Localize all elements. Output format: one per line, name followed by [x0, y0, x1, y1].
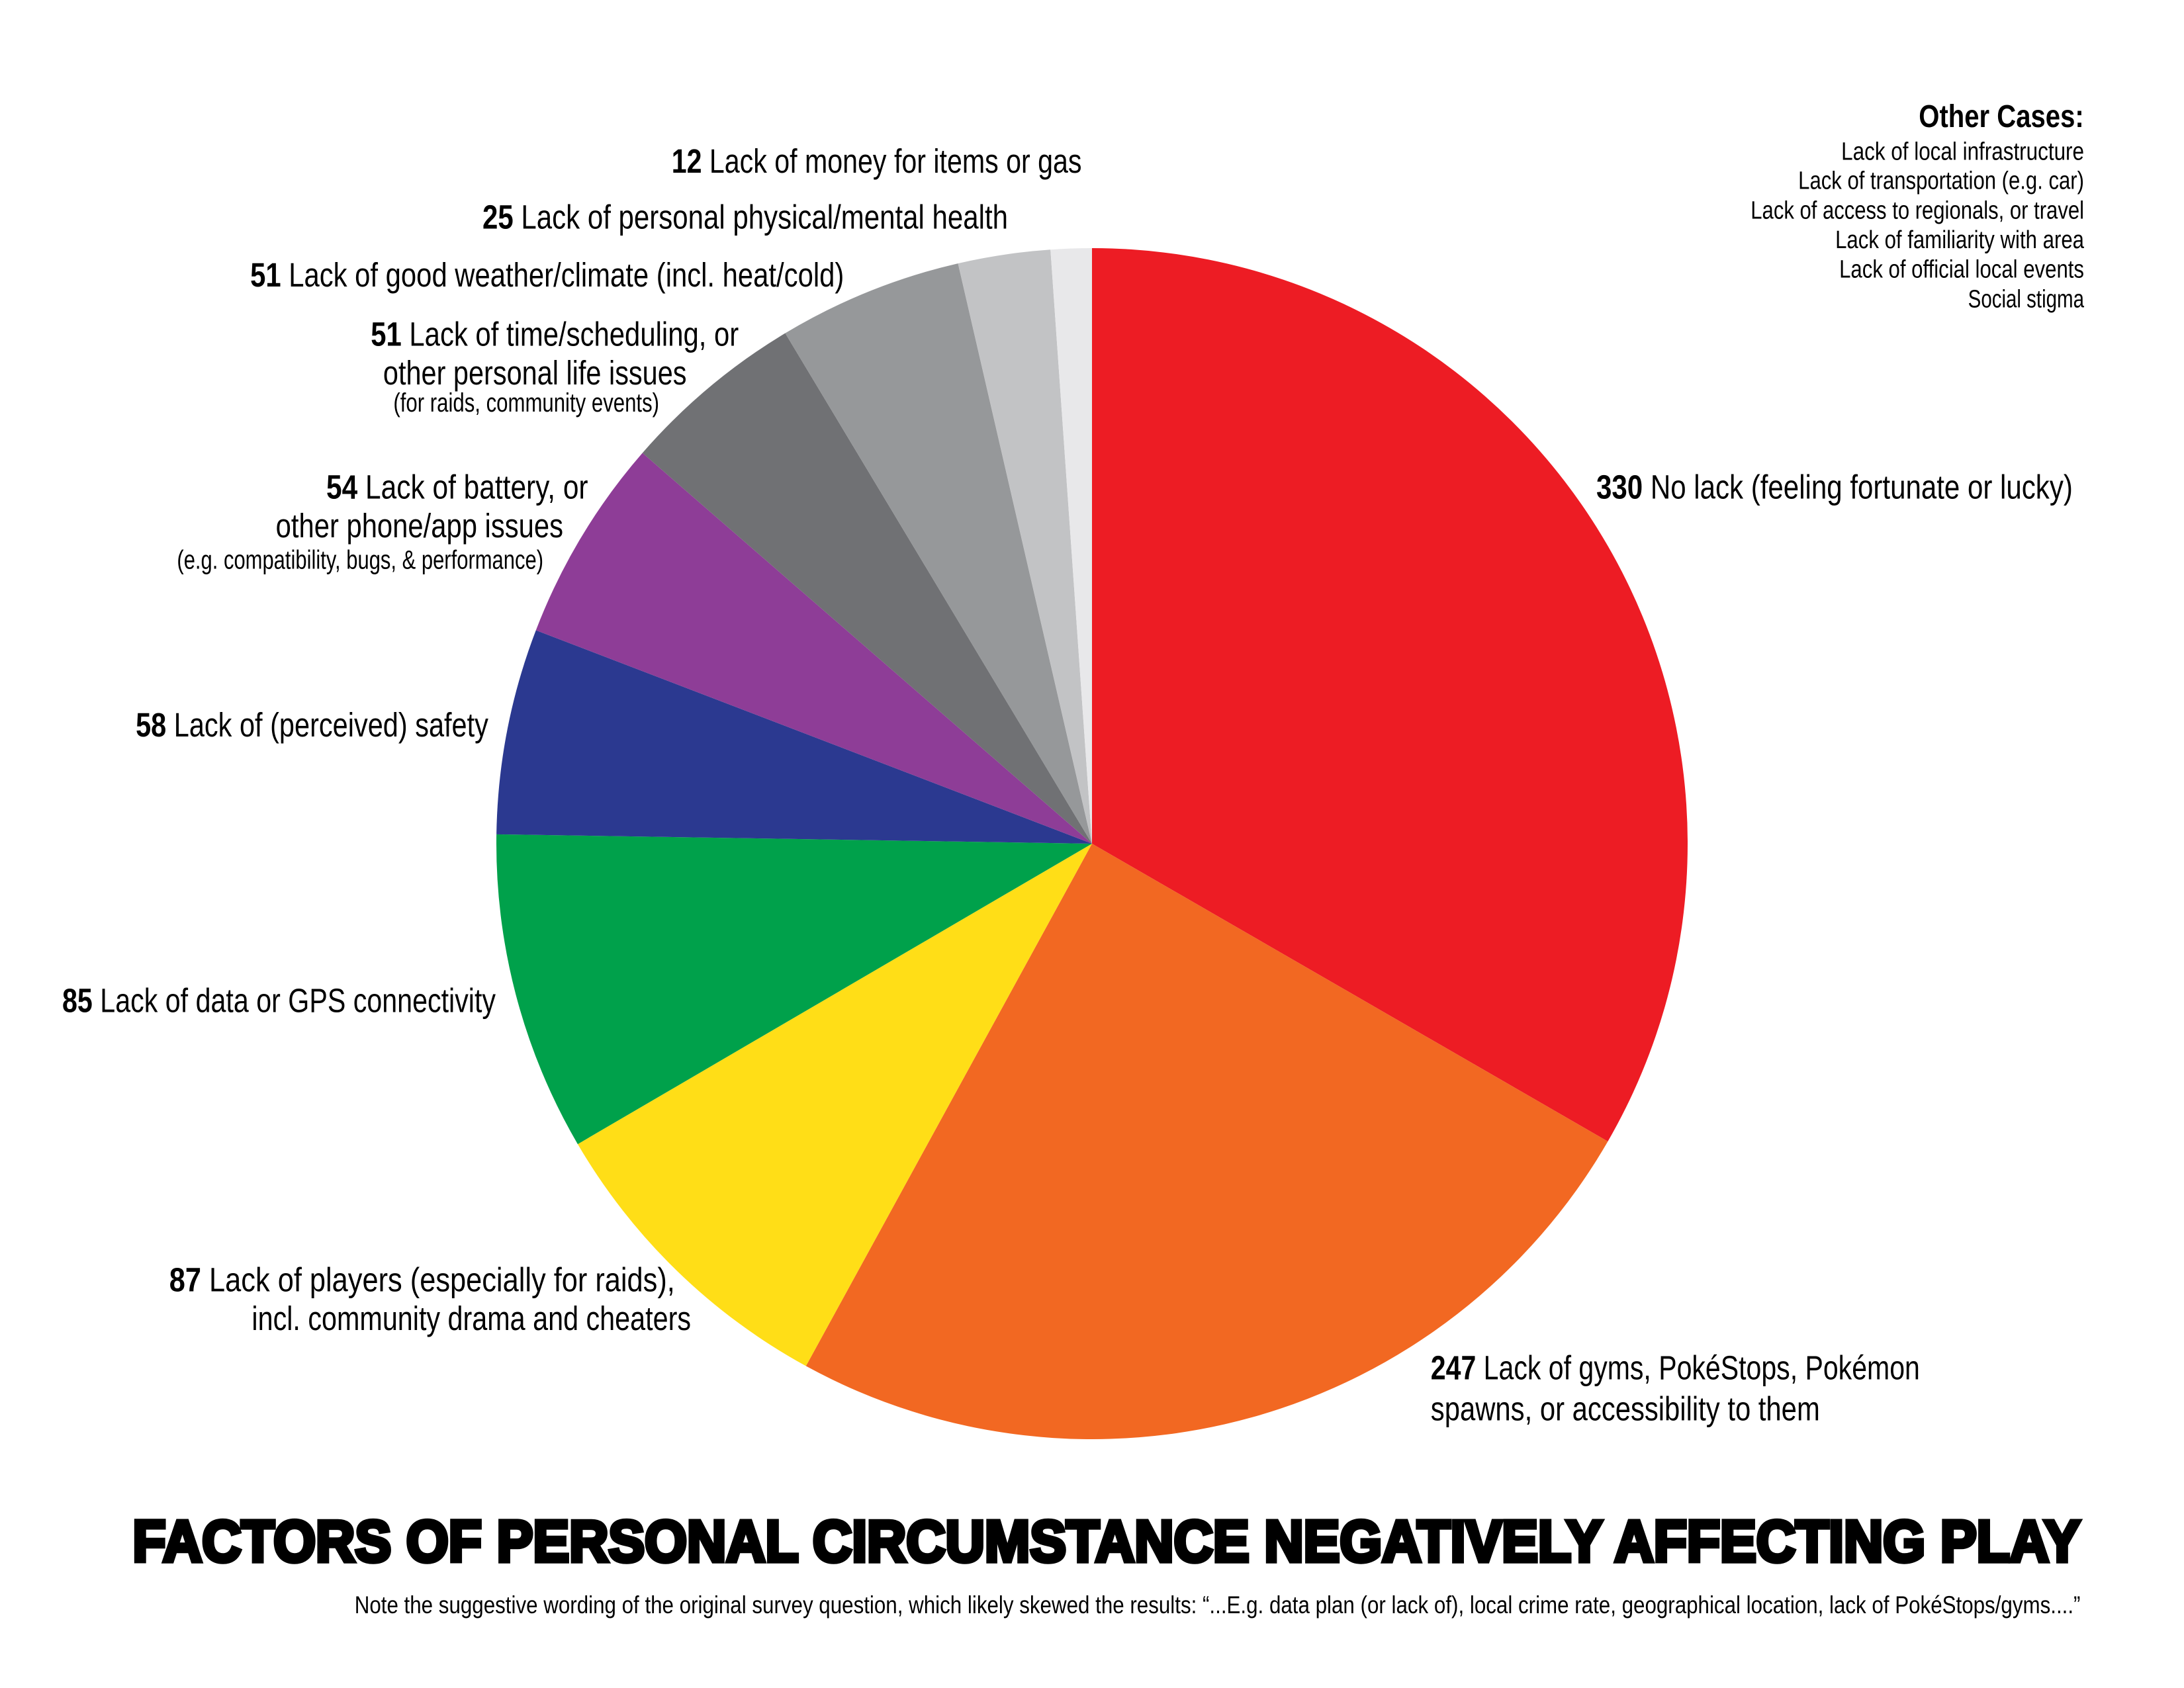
svg-text:other personal life issues: other personal life issues — [383, 354, 687, 392]
svg-text:54 Lack of battery, or: 54 Lack of battery, or — [326, 468, 588, 506]
svg-text:Other Cases:: Other Cases: — [1919, 99, 2083, 134]
svg-text:Lack of local infrastructure: Lack of local infrastructure — [1841, 138, 2084, 165]
svg-text:Social stigma: Social stigma — [1968, 285, 2084, 313]
svg-text:Lack of access to regionals, o: Lack of access to regionals, or travel — [1751, 197, 2084, 224]
svg-text:330 No lack (feeling fortunate: 330 No lack (feeling fortunate or lucky) — [1596, 468, 2073, 506]
svg-text:Lack of transportation (e.g. c: Lack of transportation (e.g. car) — [1798, 167, 2084, 195]
svg-text:Note the suggestive wording of: Note the suggestive wording of the origi… — [355, 1592, 2081, 1619]
svg-text:51 Lack of time/scheduling, or: 51 Lack of time/scheduling, or — [371, 315, 739, 353]
svg-text:incl. community drama and chea: incl. community drama and cheaters — [251, 1300, 691, 1337]
svg-text:(for raids, community events): (for raids, community events) — [393, 388, 659, 418]
svg-text:other phone/app issues: other phone/app issues — [276, 507, 563, 545]
svg-text:25 Lack of personal physical/m: 25 Lack of personal physical/mental heal… — [482, 199, 1008, 236]
svg-text:FACTORS OF PERSONAL CIRCUMSTAN: FACTORS OF PERSONAL CIRCUMSTANCE NEGATIV… — [132, 1509, 2080, 1574]
svg-text:87 Lack of players (especially: 87 Lack of players (especially for raids… — [169, 1261, 675, 1299]
svg-text:12 Lack of money for items or: 12 Lack of money for items or gas — [672, 142, 1082, 180]
svg-text:Lack of official local events: Lack of official local events — [1839, 256, 2084, 284]
svg-text:247 Lack of gyms, PokéStops, P: 247 Lack of gyms, PokéStops, Pokémon — [1431, 1349, 1920, 1386]
svg-text:Lack of familiarity with area: Lack of familiarity with area — [1835, 226, 2085, 254]
svg-text:(e.g. compatibility, bugs, & p: (e.g. compatibility, bugs, & performance… — [177, 545, 543, 575]
svg-text:51 Lack of good weather/climat: 51 Lack of good weather/climate (incl. h… — [250, 256, 844, 294]
svg-text:58 Lack of (perceived) safety: 58 Lack of (perceived) safety — [136, 706, 489, 744]
svg-text:85 Lack of data or GPS connect: 85 Lack of data or GPS connectivity — [62, 981, 496, 1019]
svg-text:spawns, or accessibility to th: spawns, or accessibility to them — [1431, 1390, 1820, 1428]
